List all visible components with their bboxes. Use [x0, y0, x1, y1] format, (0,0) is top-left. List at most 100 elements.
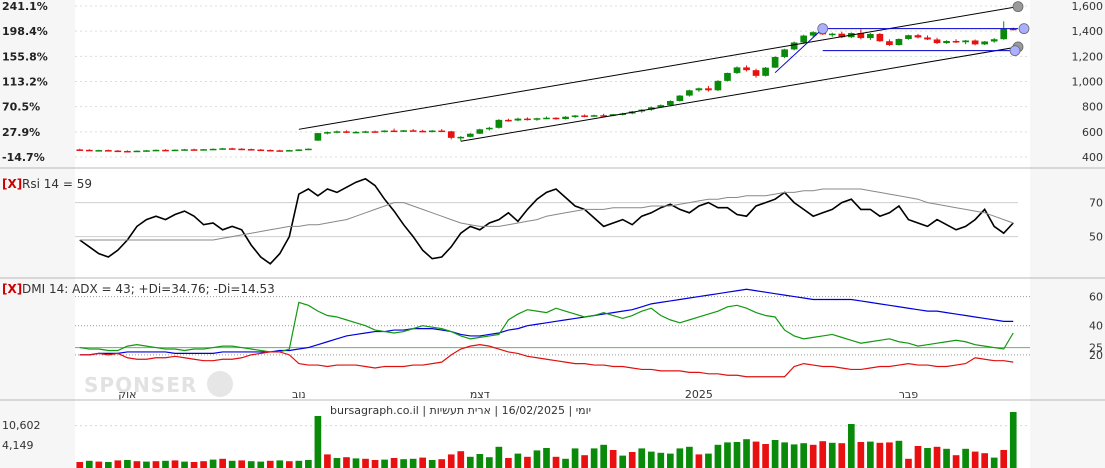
volume-bar: [447, 454, 455, 468]
volume-bar: [352, 458, 360, 468]
candle-down: [914, 35, 922, 38]
volume-bar: [924, 448, 931, 468]
candle-down: [76, 149, 84, 151]
volume-bar: [971, 451, 979, 468]
volume-bar: [743, 439, 750, 468]
volume-bar: [285, 461, 293, 468]
volume-bar: [609, 450, 617, 468]
candle-down: [266, 149, 274, 152]
price-tick-label: 1,200: [1072, 50, 1104, 63]
percent-tick-label: -14.7%: [2, 151, 45, 164]
volume-bar: [867, 441, 874, 468]
price-tick-label: 800: [1082, 101, 1103, 114]
rsi-close-button[interactable]: [X]: [2, 177, 22, 191]
candle-up: [143, 150, 150, 152]
candle-up: [171, 149, 179, 152]
volume-bar: [238, 460, 246, 468]
volume-bar: [695, 454, 703, 468]
rsi-layer: [79, 177, 1014, 265]
volume-bar: [524, 456, 531, 468]
volume-bar: [771, 440, 779, 468]
volume-bar: [714, 444, 722, 468]
volume-bar: [114, 460, 122, 468]
volume-bar: [419, 457, 427, 468]
plus_di-line: [79, 301, 1014, 353]
candle-up: [209, 148, 217, 151]
candle-up: [133, 150, 141, 153]
volume-bar: [305, 460, 312, 468]
candle-down: [124, 150, 131, 153]
candle-up: [981, 41, 988, 45]
candle-up: [962, 40, 969, 43]
sponsor-watermark: SPONSER: [84, 373, 197, 397]
candle-down: [838, 33, 846, 38]
dmi-close-button[interactable]: [X]: [2, 282, 22, 296]
volume-bar: [76, 462, 84, 468]
candle-up: [466, 133, 474, 137]
volume-bar: [1000, 450, 1008, 468]
candle-up: [733, 67, 741, 73]
volume-bar: [124, 460, 131, 468]
candle-down: [952, 40, 960, 43]
candle-up: [771, 56, 779, 68]
minus_di-line: [79, 344, 1014, 378]
candle-up: [533, 118, 541, 120]
date-axis: אוק נוב דצמ 2025 פבר: [118, 388, 918, 401]
volume-bar: [295, 460, 303, 468]
candle-up: [200, 149, 207, 151]
volume-bar: [533, 450, 541, 468]
candle-up: [333, 131, 341, 133]
candle-up: [895, 38, 903, 46]
volume-bar: [590, 448, 598, 468]
volume-bar: [1009, 412, 1017, 468]
volume-bar: [95, 461, 103, 468]
volume-bar: [314, 416, 322, 468]
price-tick-label: 1,000: [1072, 76, 1104, 89]
dmi-tick-label: 20: [1089, 349, 1103, 362]
candle-up: [95, 150, 103, 152]
candle-up: [905, 35, 912, 39]
percent-tick-label: 113.2%: [2, 76, 48, 89]
candle-down: [409, 130, 417, 132]
date-tick-label: אוק: [118, 388, 136, 401]
rsi-line: [79, 177, 1014, 265]
volume-bar: [428, 460, 436, 468]
volume-bar: [133, 461, 141, 468]
candle-up: [486, 127, 493, 130]
candle-down: [162, 149, 169, 152]
candle-up: [647, 107, 655, 110]
candle-down: [505, 119, 512, 122]
volume-bar: [390, 458, 398, 468]
candle-up: [219, 148, 226, 150]
volume-bar: [752, 441, 760, 468]
volume-bar: [505, 458, 512, 468]
volume-bar: [219, 458, 226, 468]
dmi-title: DMI 14: ADX = 43; +Di=34.76; -Di=14.53: [22, 282, 275, 296]
trendline-layer[interactable]: [298, 1, 1030, 142]
rsi-tick-label: 50: [1089, 231, 1103, 244]
volume-bar: [257, 461, 265, 468]
volume-bar: [943, 448, 950, 468]
volume-bar: [409, 458, 417, 468]
watermark-logo-icon: [207, 371, 233, 397]
candle-up: [181, 149, 188, 151]
volume-bar: [324, 454, 331, 468]
volume-bar: [162, 460, 169, 468]
upper-trendline: [298, 6, 1019, 130]
candle-up: [324, 132, 331, 134]
candle-down: [419, 130, 427, 133]
volume-bar: [600, 444, 607, 468]
volume-layer: [76, 412, 1017, 468]
volume-bar: [247, 461, 255, 468]
candle-down: [600, 115, 607, 117]
candle-down: [743, 67, 750, 71]
volume-bar: [362, 458, 369, 468]
volume-bar: [647, 451, 655, 468]
volume-bar: [543, 448, 550, 468]
date-tick-label: פבר: [899, 388, 919, 401]
channel-line: [774, 28, 824, 74]
volume-bar: [828, 442, 836, 468]
rsi-panel-bg: [75, 168, 1030, 278]
rsi-tick-label: 70: [1089, 197, 1103, 210]
date-tick-label: נוב: [292, 388, 306, 401]
